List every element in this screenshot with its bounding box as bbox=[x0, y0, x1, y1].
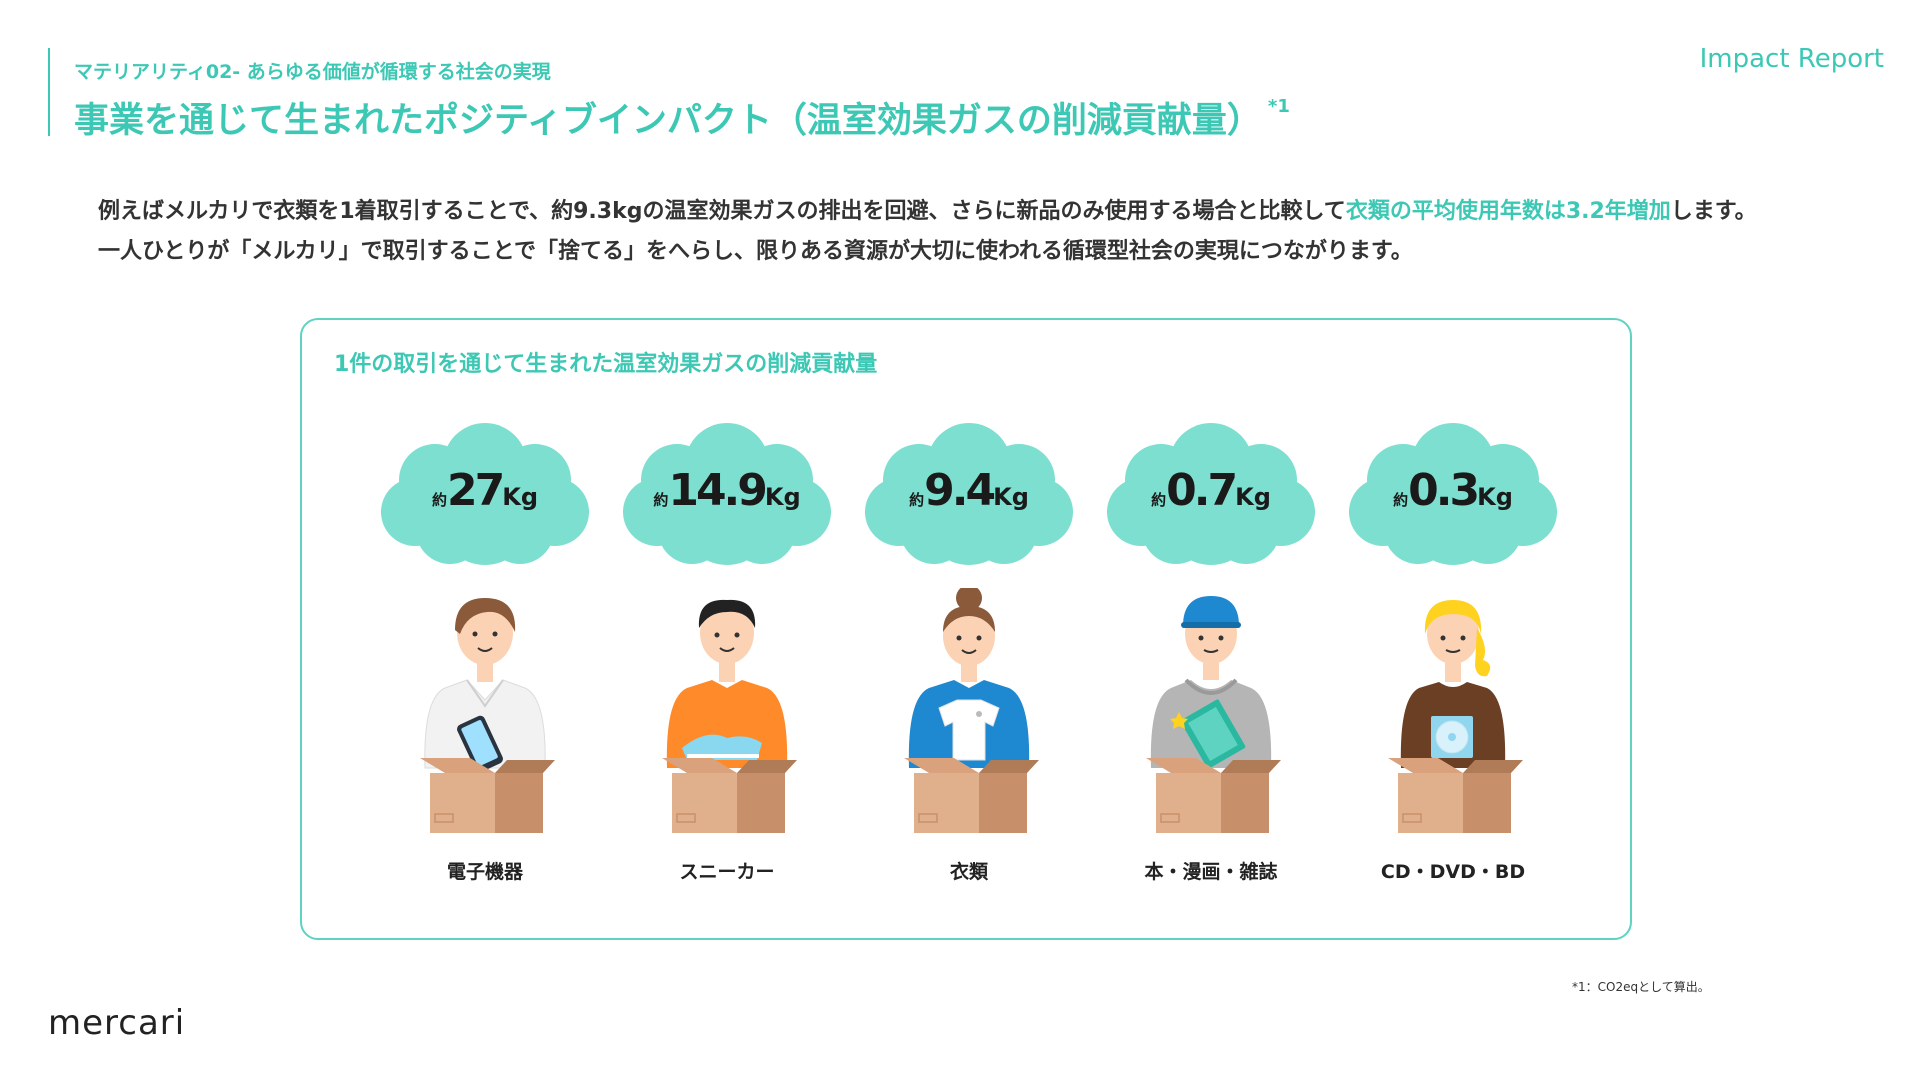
person-with-tshirt-icon bbox=[904, 588, 1039, 833]
person-with-disc-icon bbox=[1388, 600, 1523, 833]
item-label: CD・DVD・BD bbox=[1380, 861, 1526, 883]
item-label: 本・漫画・雑誌 bbox=[1144, 861, 1278, 883]
amount-sneakers: 約14.9Kg bbox=[617, 465, 837, 516]
item-sneakers: 約14.9Kg スニーカー bbox=[617, 420, 837, 900]
item-label: スニーカー bbox=[679, 861, 775, 883]
item-books: 約0.7Kg 本・漫画・雑誌 bbox=[1101, 420, 1321, 900]
amount-value: 0.3 bbox=[1408, 465, 1480, 516]
item-label: 電子機器 bbox=[446, 861, 523, 883]
cloud-shape bbox=[1349, 423, 1557, 565]
panel-heading: 1件の取引を通じて生まれた温室効果ガスの削減貢献量 bbox=[334, 352, 878, 377]
amount-prefix: 約 bbox=[1151, 491, 1167, 509]
amount-prefix: 約 bbox=[431, 491, 447, 509]
footnote: *1：CO2eqとして算出。 bbox=[1572, 980, 1710, 994]
intro-line-2: 一人ひとりが「メルカリ」で取引することで「捨てる」をへらし、限りある資源が大切に… bbox=[98, 239, 1413, 264]
amount-prefix: 約 bbox=[653, 491, 669, 509]
amount-discs: 約0.3Kg bbox=[1343, 465, 1563, 516]
amount-prefix: 約 bbox=[909, 491, 925, 509]
mercari-logo: mercari bbox=[48, 1003, 186, 1043]
cloud-shape bbox=[865, 423, 1073, 565]
intro-highlight: 衣類の平均使用年数は3.2年増加 bbox=[1345, 199, 1671, 224]
amount-value: 14.9 bbox=[668, 465, 768, 516]
person-with-sneaker-icon bbox=[662, 599, 797, 833]
amount-books: 約0.7Kg bbox=[1101, 465, 1321, 516]
item-discs: 約0.3Kg CD・DVD・BD bbox=[1343, 420, 1563, 900]
cloud-shape bbox=[623, 423, 831, 565]
intro-line-1: 例えばメルカリで衣類を1着取引することで、約9.3kgの温室効果ガスの排出を回避… bbox=[98, 192, 1757, 232]
intro-line-1-end: します。 bbox=[1670, 199, 1757, 224]
amount-unit: Kg bbox=[1235, 483, 1271, 511]
amount-electronics: 約27Kg bbox=[375, 465, 595, 516]
cloud-shape bbox=[381, 423, 589, 565]
amount-unit: Kg bbox=[502, 483, 539, 511]
person-with-book-icon bbox=[1146, 596, 1281, 833]
person-with-tablet-icon bbox=[420, 598, 555, 833]
page-subtitle: マテリアリティ02- あらゆる価値が循環する社会の実現 bbox=[74, 61, 551, 83]
accent-bar bbox=[48, 48, 50, 136]
amount-unit: Kg bbox=[764, 483, 801, 511]
item-label: 衣類 bbox=[949, 861, 988, 883]
cloud-shape bbox=[1107, 423, 1315, 565]
page-title: 事業を通じて生まれたポジティブインパクト（温室効果ガスの削減貢献量） *1 bbox=[74, 92, 1290, 143]
amount-prefix: 約 bbox=[1393, 491, 1409, 509]
title-footnote-marker: *1 bbox=[1267, 96, 1290, 117]
amount-value: 0.7 bbox=[1166, 465, 1238, 516]
amount-unit: Kg bbox=[993, 483, 1029, 511]
intro-line-1-start: 例えばメルカリで衣類を1着取引することで、約9.3kgの温室効果ガスの排出を回避… bbox=[98, 199, 1346, 224]
amount-clothing: 約9.4Kg bbox=[859, 465, 1079, 516]
amount-value: 9.4 bbox=[924, 465, 996, 516]
item-electronics: 約27Kg 電子機器 bbox=[375, 420, 595, 900]
page-title-text: 事業を通じて生まれたポジティブインパクト（温室効果ガスの削減貢献量） bbox=[74, 101, 1262, 141]
item-clothing: 約9.4Kg 衣類 bbox=[859, 420, 1079, 900]
amount-value: 27 bbox=[447, 465, 505, 516]
impact-report-label: Impact Report bbox=[1699, 44, 1884, 74]
amount-unit: Kg bbox=[1477, 483, 1513, 511]
reduction-panel: 1件の取引を通じて生まれた温室効果ガスの削減貢献量 約27Kg 電子機器 bbox=[300, 318, 1632, 940]
intro-paragraph: 例えばメルカリで衣類を1着取引することで、約9.3kgの温室効果ガスの排出を回避… bbox=[98, 192, 1757, 272]
